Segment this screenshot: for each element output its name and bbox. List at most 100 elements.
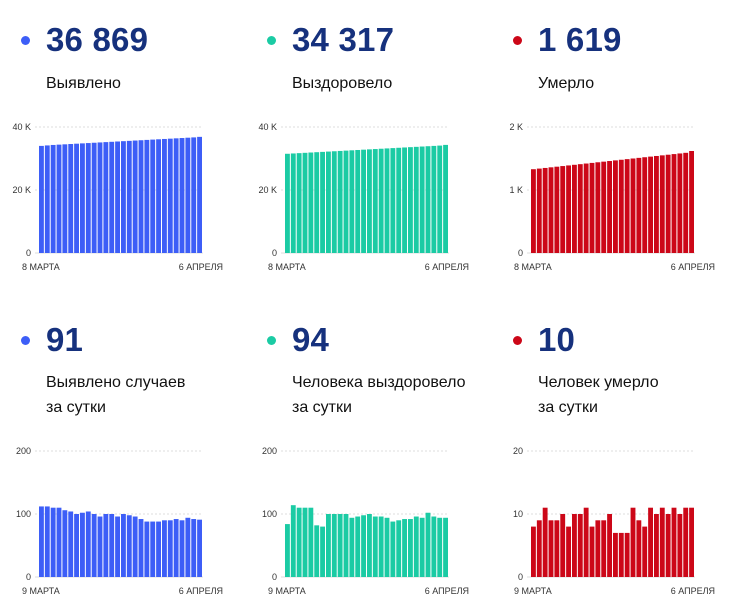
x-tick-label-start: 9 МАРТА: [514, 586, 552, 596]
y-tick-label: 40 K: [258, 122, 277, 132]
bar: [572, 514, 577, 577]
stat-value: 36 869: [46, 21, 149, 58]
bar: [542, 167, 548, 253]
stat-value: 10: [538, 321, 576, 358]
stat-value: 34 317: [292, 21, 395, 58]
bullet-dot: [21, 336, 30, 345]
bar: [302, 507, 308, 577]
bar: [150, 521, 156, 577]
bar: [372, 149, 378, 253]
bar: [179, 520, 185, 577]
x-tick-label-end: 6 АПРЕЛЯ: [671, 586, 715, 596]
bar: [665, 514, 671, 577]
bar: [337, 150, 343, 253]
bar: [548, 520, 554, 577]
chart-detected-daily: 200 100 0 9 МАРТА 6 АПРЕЛЯ: [16, 446, 223, 596]
y-tick-label: 2 K: [509, 122, 523, 132]
stat-label: Выявлено случаев: [46, 374, 186, 391]
bar: [331, 514, 337, 577]
bar: [115, 516, 120, 577]
y-tick-label: 20 K: [12, 185, 31, 195]
stat-label: Выявлено: [46, 75, 121, 92]
bar: [296, 507, 302, 577]
bar: [384, 517, 390, 577]
bar: [367, 149, 372, 253]
bar: [531, 169, 536, 253]
bar: [126, 515, 132, 577]
bar: [343, 150, 349, 253]
bar: [659, 155, 665, 253]
bar: [595, 162, 601, 253]
bullet-dot: [513, 336, 522, 345]
bar: [431, 145, 437, 253]
bar: [560, 166, 566, 253]
bar: [443, 517, 448, 577]
bar: [308, 152, 314, 253]
bar: [109, 514, 115, 577]
bar: [349, 150, 355, 253]
bar: [326, 514, 331, 577]
chart-detected-total: 40 K 20 K 0 8 МАРТА 6 АПРЕЛЯ: [12, 122, 223, 272]
bar: [613, 160, 618, 253]
bar: [367, 514, 372, 577]
bar: [109, 141, 115, 253]
bar: [150, 139, 156, 253]
chart-deaths-daily: 20 10 0 9 МАРТА 6 АПРЕЛЯ: [513, 446, 715, 596]
bar: [595, 520, 601, 577]
bar: [648, 156, 653, 253]
bar: [361, 515, 366, 577]
chart-deaths-total: 2 K 1 K 0 8 МАРТА 6 АПРЕЛЯ: [509, 122, 715, 272]
y-tick-label: 200: [262, 446, 277, 456]
stat-label: Человек умерло: [538, 374, 659, 391]
bar: [121, 514, 126, 577]
bar: [419, 146, 425, 253]
bar: [536, 520, 542, 577]
bullet-dot: [267, 36, 276, 45]
x-tick-label-start: 8 МАРТА: [514, 262, 552, 272]
bar: [390, 148, 396, 253]
bar: [671, 154, 677, 253]
bar: [191, 519, 197, 577]
x-tick-label-start: 9 МАРТА: [22, 586, 60, 596]
bar: [577, 514, 583, 577]
bar: [677, 514, 683, 577]
bar: [343, 514, 349, 577]
bar: [443, 144, 448, 253]
bar: [74, 514, 79, 577]
bar: [138, 140, 144, 253]
bar: [197, 519, 202, 577]
y-tick-label: 40 K: [12, 122, 31, 132]
y-tick-label: 0: [272, 572, 277, 582]
bar: [384, 148, 390, 253]
bar: [331, 151, 337, 253]
bar: [683, 507, 689, 577]
bar: [355, 149, 361, 253]
bar: [138, 519, 144, 577]
bar: [144, 139, 150, 253]
bar: [425, 146, 431, 253]
bar: [39, 145, 44, 253]
bar: [372, 516, 378, 577]
bar: [408, 147, 413, 253]
bar: [636, 157, 642, 253]
bar: [618, 532, 624, 577]
y-tick-label: 1 K: [509, 185, 523, 195]
bar: [302, 152, 308, 253]
bar: [62, 510, 68, 577]
x-tick-label-start: 9 МАРТА: [268, 586, 306, 596]
bar: [396, 147, 402, 253]
bar: [44, 506, 50, 577]
bar: [314, 152, 320, 253]
y-tick-label: 0: [272, 248, 277, 258]
y-tick-label: 100: [262, 509, 277, 519]
bar: [689, 151, 694, 253]
bar: [285, 153, 290, 253]
bullet-dot: [21, 36, 30, 45]
stat-label: Выздоровело: [292, 75, 393, 92]
bar: [191, 137, 197, 253]
bar: [577, 164, 583, 253]
bar: [665, 154, 671, 253]
bar: [173, 138, 179, 253]
x-tick-label-end: 6 АПРЕЛЯ: [179, 262, 223, 272]
bar: [144, 521, 150, 577]
